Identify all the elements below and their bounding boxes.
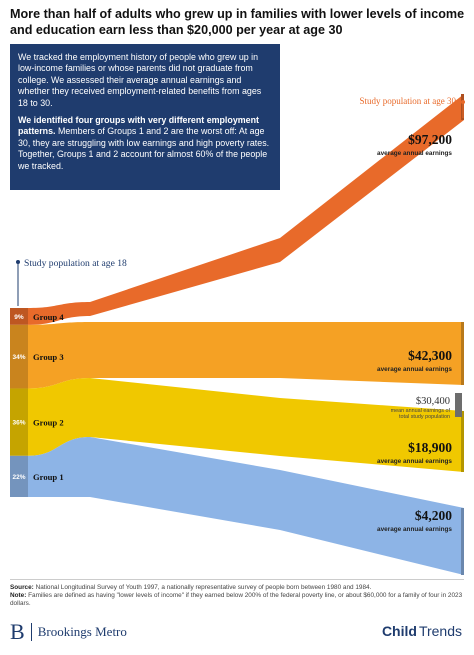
group-name-group-2: Group 2	[33, 418, 64, 428]
end-label: Study population at age 30	[360, 96, 457, 106]
earnings-value-group-3: $42,300	[408, 348, 452, 363]
brookings-separator	[30, 623, 32, 641]
share-label-group-4: 9%	[14, 314, 24, 321]
info-paragraph-2-bold: We identified four groups with very diff…	[18, 115, 259, 137]
info-paragraph-1: We tracked the employment history of peo…	[18, 52, 262, 108]
brookings-metro-logo: B Brookings Metro	[10, 621, 127, 643]
info-box: We tracked the employment history of peo…	[10, 44, 280, 190]
group-name-group-1: Group 1	[33, 472, 64, 482]
share-label-group-2: 36%	[12, 420, 25, 427]
earnings-caption-group-1: average annual earnings	[377, 526, 452, 533]
earnings-caption-group-4: average annual earnings	[377, 150, 452, 157]
note-line: Note: Families are defined as having "lo…	[10, 592, 464, 608]
child-trends-logo: Child Trends	[382, 623, 462, 639]
earnings-value-group-4: $97,200	[408, 132, 452, 147]
share-label-group-3: 34%	[12, 354, 25, 361]
note-label: Note:	[10, 592, 27, 600]
left-segment-group-2	[10, 388, 28, 456]
right-cap-group-2	[461, 411, 464, 472]
info-paragraph-2-rest: Members of Groups 1 and 2 are the worst …	[18, 126, 270, 171]
footer-divider	[10, 579, 464, 580]
start-label: Study population at age 18	[24, 258, 127, 269]
mean-caption-2: total study population	[399, 414, 450, 420]
flow-band-group-1	[28, 437, 464, 575]
left-segment-group-4	[10, 308, 28, 325]
logo-bar: B Brookings Metro Child Trends	[10, 617, 464, 647]
end-label-dot	[461, 100, 465, 104]
flow-band-group-3	[28, 322, 464, 389]
child-trends-text-a: Child	[381, 623, 417, 639]
group-name-group-4: Group 4	[33, 312, 64, 322]
flow-chart: 9% Group 4 34% Group 3 36% Group 2 22% Group 1 $…	[10, 94, 465, 575]
source-text: National Longitudinal Survey of Youth 19…	[33, 584, 372, 591]
share-label-group-1: 22%	[12, 474, 25, 481]
source-line: Source: National Longitudinal Survey of …	[10, 584, 464, 592]
start-label-dot	[16, 260, 20, 264]
brookings-b-mark: B	[10, 619, 25, 644]
group-name-group-3: Group 3	[33, 352, 64, 362]
earnings-caption-group-3: average annual earnings	[377, 366, 452, 373]
right-cap-group-3	[461, 322, 464, 385]
mean-marker-bar	[455, 393, 462, 417]
chart-annotations: 9% Group 4 34% Group 3 36% Group 2 22% Group 1 $…	[12, 96, 465, 533]
chart-bands	[10, 94, 464, 575]
flow-band-group-2	[28, 378, 464, 472]
info-paragraph-2: We identified four groups with very diff…	[18, 115, 272, 172]
earnings-value-group-2: $18,900	[408, 440, 452, 455]
left-segment-group-1	[10, 455, 28, 497]
chart-title: More than half of adults who grew up in …	[10, 7, 465, 37]
earnings-caption-group-2: average annual earnings	[377, 458, 452, 465]
left-segment-group-3	[10, 324, 28, 389]
footer-notes: Source: National Longitudinal Survey of …	[10, 584, 464, 609]
earnings-value-group-1: $4,200	[415, 508, 452, 523]
mean-value: $30,400	[416, 396, 450, 407]
note-text: Families are defined as having "lower le…	[10, 592, 463, 608]
source-label: Source:	[10, 584, 34, 591]
brookings-text: Brookings Metro	[37, 624, 127, 639]
flow-band-group-4	[28, 94, 464, 325]
mean-caption-1: mean annual earnings of	[391, 408, 451, 414]
right-cap-group-1	[461, 508, 464, 575]
child-trends-text-b: Trends	[418, 623, 462, 639]
